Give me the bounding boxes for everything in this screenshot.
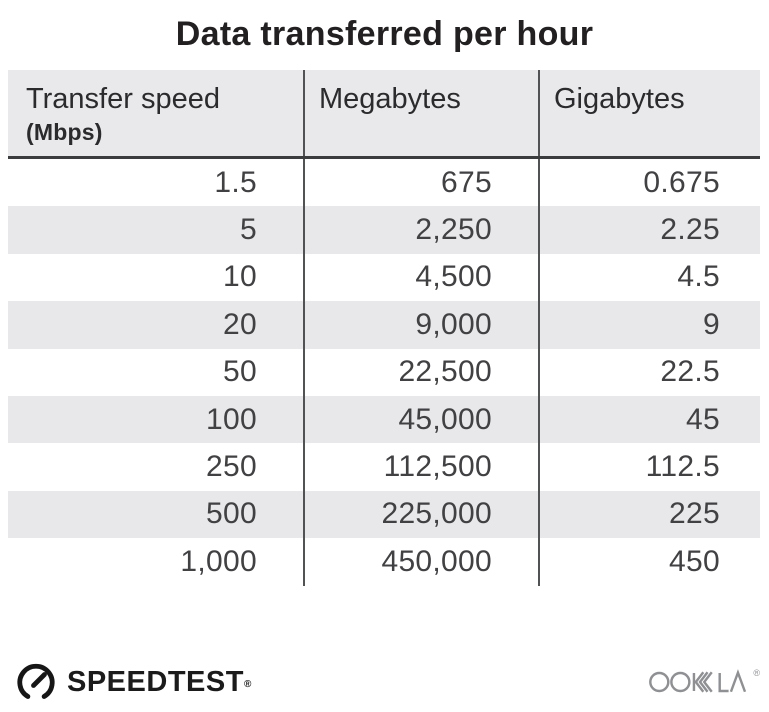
table-cell: 500 (206, 497, 257, 531)
table-cell: 225,000 (303, 490, 538, 539)
table-cell: 225 (538, 490, 760, 539)
speedtest-registered-mark: ® (243, 678, 252, 690)
table-row: 1,000 450,000 450 (8, 538, 760, 586)
speedtest-wordmark: SPEEDTEST (67, 665, 244, 698)
table-cell: 100 (206, 402, 257, 436)
footer: SPEEDTEST ® ® (0, 658, 769, 706)
table-cell: 9,000 (303, 301, 538, 349)
table-cell: 10 (223, 260, 257, 294)
table-cell: 2,250 (303, 206, 538, 254)
table-cell: 675 (303, 159, 538, 207)
table-cell: 45 (538, 395, 760, 444)
table-cell: 5 (240, 213, 257, 247)
table-cell: 1.5 (214, 165, 257, 199)
header-gigabytes: Gigabytes (538, 70, 760, 156)
table-cell: 9 (538, 301, 760, 349)
table-cell: 250 (206, 450, 257, 484)
table-row: 50 22,500 22.5 (8, 348, 760, 396)
header-transfer-speed-label: Transfer speed (26, 83, 220, 115)
speedtest-logo: SPEEDTEST ® (14, 660, 251, 704)
ookla-registered-mark: ® (753, 668, 760, 678)
table-cell: 1,000 (180, 544, 257, 578)
header-megabytes: Megabytes (303, 70, 538, 156)
page-title: Data transferred per hour (175, 15, 594, 53)
data-table: Transfer speed (Mbps) Megabytes Gigabyte… (8, 70, 760, 586)
table-row: 20 9,000 9 (8, 301, 760, 349)
table-cell: 20 (223, 307, 257, 341)
table-row: 10 4,500 4.5 (8, 253, 760, 302)
table-cell: 450 (538, 538, 760, 586)
table-cell: 22,500 (303, 348, 538, 396)
ookla-wordmark (649, 669, 747, 693)
table-cell: 112.5 (538, 443, 760, 491)
table-row: 250 112,500 112.5 (8, 443, 760, 491)
table-row: 5 2,250 2.25 (8, 206, 760, 254)
table-cell: 45,000 (303, 395, 538, 444)
table-row: 1.5 675 0.675 (8, 159, 760, 207)
speedtest-gauge-icon (17, 663, 55, 699)
table-cell: 0.675 (538, 159, 760, 207)
table-cell: 4,500 (303, 253, 538, 302)
table-cell: 22.5 (538, 348, 760, 396)
header-mbps-sublabel: (Mbps) (26, 119, 103, 145)
table-cell: 450,000 (303, 538, 538, 586)
table-row: 100 45,000 45 (8, 395, 760, 444)
table-cell: 2.25 (538, 206, 760, 254)
header-transfer-speed: Transfer speed (Mbps) (8, 70, 303, 156)
table-cell: 50 (223, 355, 257, 389)
table-cell: 112,500 (303, 443, 538, 491)
table-header-row: Transfer speed (Mbps) Megabytes Gigabyte… (8, 70, 760, 159)
ookla-logo: ® (649, 667, 760, 697)
table-row: 500 225,000 225 (8, 490, 760, 539)
table-cell: 4.5 (538, 253, 760, 302)
table-body: 1.5 675 0.675 5 2,250 2.25 10 4,500 4.5 20 9,000 9 5… (8, 159, 760, 586)
